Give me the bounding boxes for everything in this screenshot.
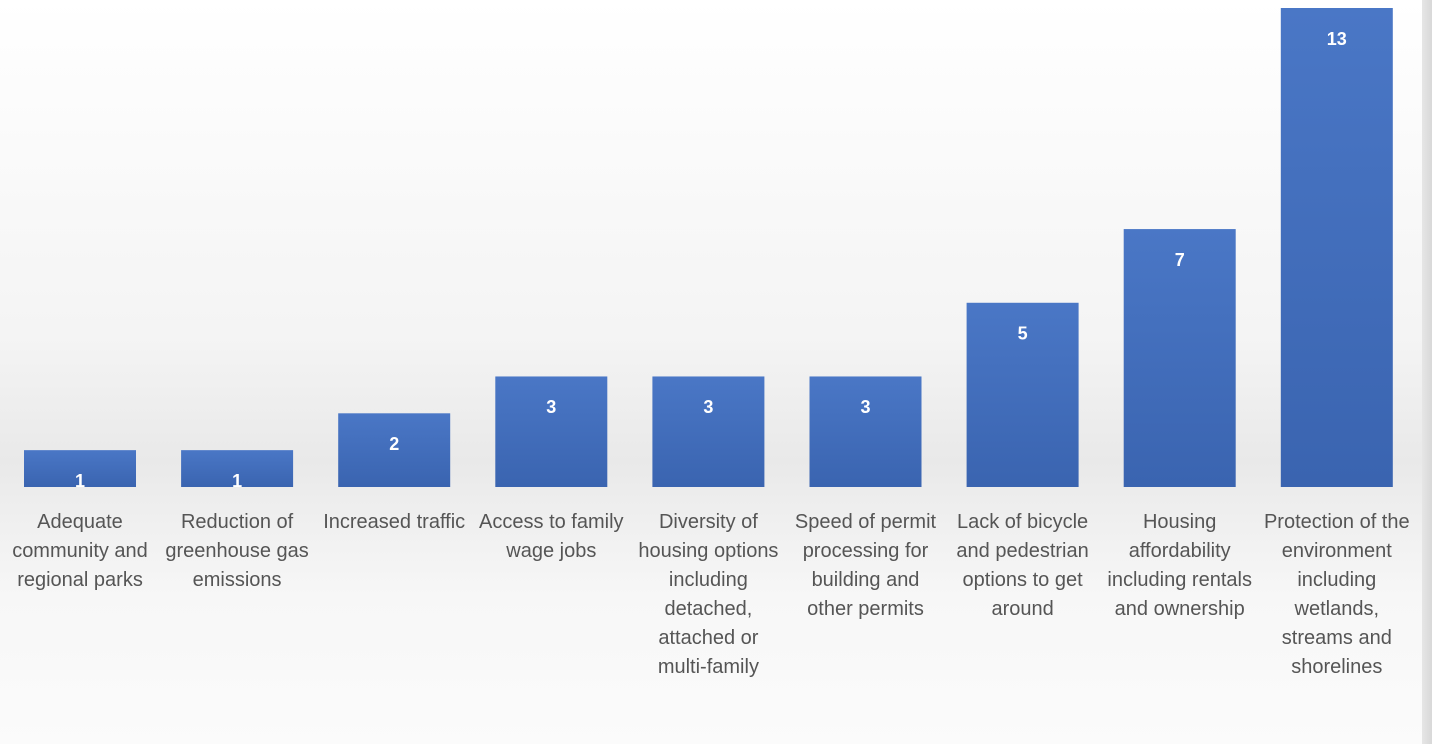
bar <box>338 413 451 487</box>
x-tick-label: Housing affordability including rentals … <box>1107 511 1252 620</box>
bar <box>495 376 608 487</box>
bar <box>24 450 136 487</box>
data-label: 3 <box>546 397 556 417</box>
data-label: 1 <box>75 471 85 491</box>
x-tick-label: Access to family wage jobs <box>479 511 624 562</box>
bar <box>181 450 294 487</box>
x-tick-label: Lack of bicycle and pedestrian options t… <box>956 511 1089 620</box>
x-tick-label: Protection of the environment including … <box>1263 511 1410 678</box>
data-label: 7 <box>1175 250 1185 270</box>
x-tick-label: Speed of permit processing for building … <box>794 511 937 620</box>
bar <box>809 376 922 487</box>
x-tick-label: Increased traffic <box>323 511 466 533</box>
data-label: 1 <box>232 471 242 491</box>
bar <box>1280 8 1393 487</box>
data-label: 2 <box>389 434 399 454</box>
data-label: 3 <box>703 397 713 417</box>
x-tick-label: Adequate community and regional parks <box>12 511 148 591</box>
x-tick-label: Diversity of housing options including d… <box>638 511 779 678</box>
edge-strip <box>1422 0 1432 744</box>
bar <box>966 302 1079 487</box>
bar <box>652 376 765 487</box>
data-label: 3 <box>860 397 870 417</box>
bar <box>1123 229 1236 488</box>
data-label: 5 <box>1018 324 1028 344</box>
data-label: 13 <box>1327 29 1347 49</box>
x-tick-label: Reduction of greenhouse gas emissions <box>165 511 309 591</box>
